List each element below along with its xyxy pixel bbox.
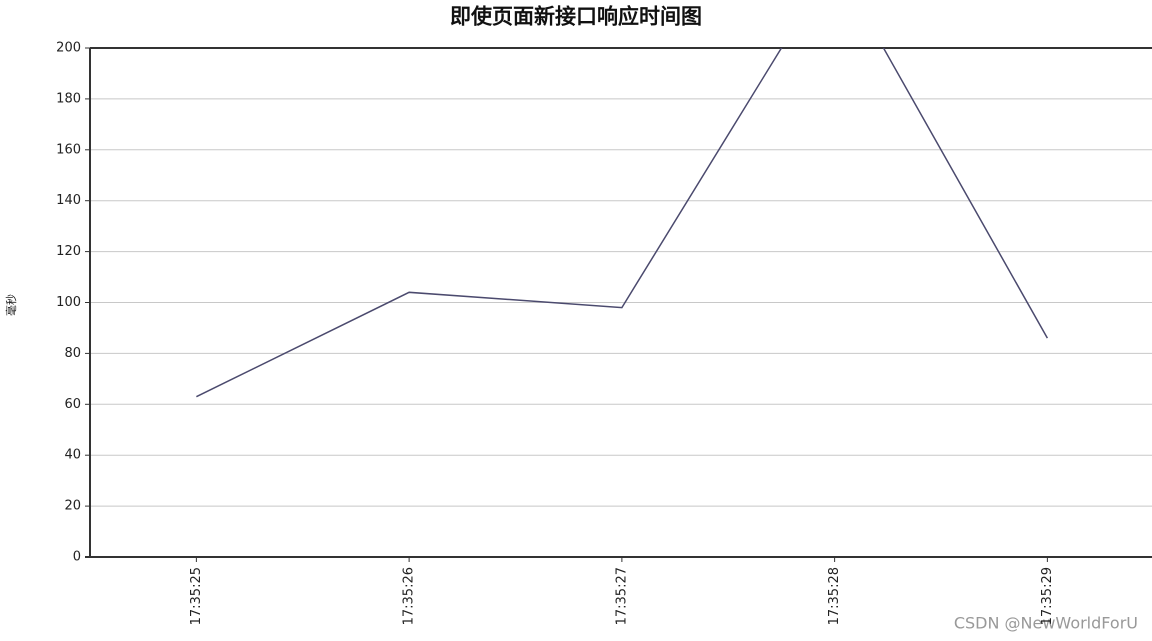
data-line [196,48,1049,398]
y-tick-label: 140 [56,193,81,208]
y-tick-label: 60 [64,397,81,412]
x-tick-label: 17:35:29 [1040,567,1055,625]
y-tick-label: 20 [64,499,81,514]
y-tick-label: 200 [56,41,81,56]
y-tick-label: 40 [64,448,81,463]
y-tick-label: 160 [56,142,81,157]
watermark: CSDN @NewWorldForU [954,614,1138,633]
y-tick-label: 0 [73,550,81,565]
x-tick-label: 17:35:25 [189,567,204,625]
x-tick-label: 17:35:27 [614,567,629,625]
chart-title: 即使页面新接口响应时间图 [450,4,702,29]
y-tick-label: 100 [56,295,81,310]
plot-area [196,48,1049,398]
x-tick-label: 17:35:28 [827,567,842,625]
y-tick-label: 120 [56,244,81,259]
x-tick-label: 17:35:26 [402,567,417,625]
y-tick-label: 180 [56,91,81,106]
y-tick-label: 80 [64,346,81,361]
y-axis-label: 毫秒 [4,294,18,316]
